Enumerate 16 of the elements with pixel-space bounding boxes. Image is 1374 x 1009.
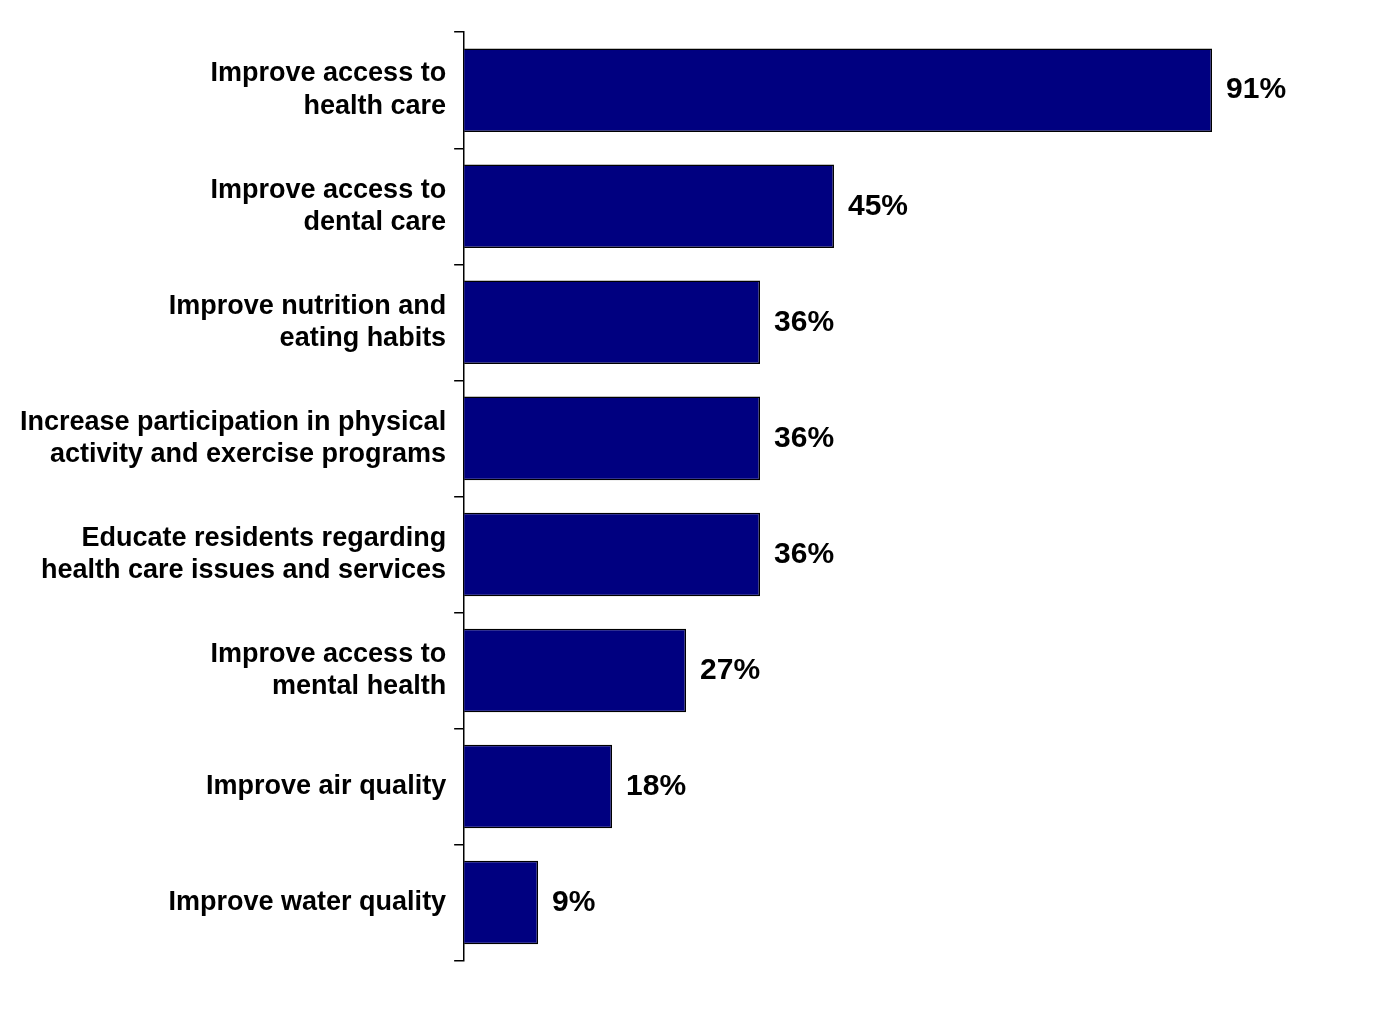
y-tick-label: Increase participation in physical activity and exercise programs <box>19 405 447 469</box>
data-label: 18% <box>626 767 687 801</box>
data-label: 9% <box>552 883 596 917</box>
y-tick-label: Improve access to health care <box>210 57 447 120</box>
y-tick-label: Improve water quality <box>168 886 447 917</box>
data-label: 27% <box>700 651 761 685</box>
data-label: 36% <box>774 535 835 569</box>
data-label: 36% <box>774 419 835 453</box>
y-tick-label: Improve air quality <box>206 769 447 800</box>
data-label: 45% <box>847 187 909 221</box>
data-label: 36% <box>774 303 835 337</box>
y-tick-label: Educate residents regarding health care issues and services <box>40 521 447 585</box>
y-tick-label: Improve access to dental care <box>210 173 447 236</box>
y-tick-label: Improve access to mental health <box>210 637 447 701</box>
data-label: 91% <box>1226 71 1287 105</box>
y-tick-label: Improve nutrition and eating habits <box>168 289 447 352</box>
